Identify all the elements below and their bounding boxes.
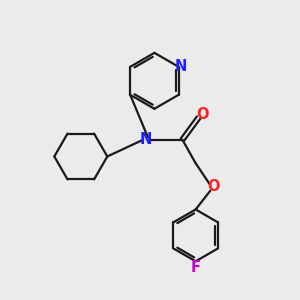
Text: N: N	[175, 59, 187, 74]
Text: N: N	[140, 132, 152, 147]
Text: O: O	[207, 179, 220, 194]
Text: O: O	[196, 107, 209, 122]
Text: F: F	[190, 260, 201, 275]
